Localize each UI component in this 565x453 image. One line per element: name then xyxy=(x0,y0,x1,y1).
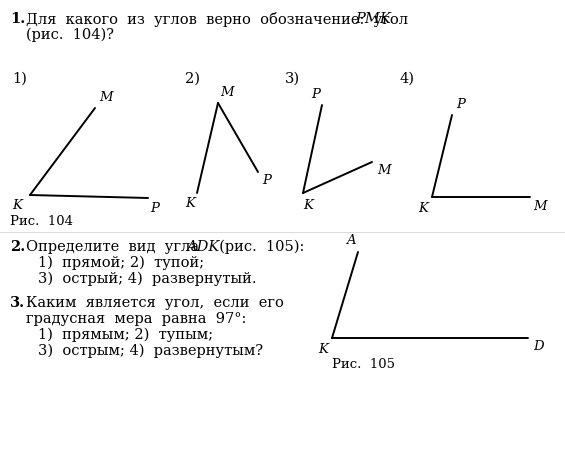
Text: 3)  острым; 4)  развернутым?: 3) острым; 4) развернутым? xyxy=(38,344,263,358)
Text: Для  какого  из  углов  верно  обозначение:  угол: Для какого из углов верно обозначение: у… xyxy=(26,12,413,27)
Text: градусная  мера  равна  97°:: градусная мера равна 97°: xyxy=(26,312,246,326)
Text: P: P xyxy=(456,98,465,111)
Text: M: M xyxy=(533,200,546,213)
Text: 3)  острый; 4)  развернутый.: 3) острый; 4) развернутый. xyxy=(38,272,257,286)
Text: 1.: 1. xyxy=(10,12,25,26)
Text: Рис.  104: Рис. 104 xyxy=(10,215,73,228)
Text: P: P xyxy=(150,202,159,215)
Text: ADK: ADK xyxy=(186,240,219,254)
Text: (рис.  104)?: (рис. 104)? xyxy=(26,28,114,43)
Text: 1): 1) xyxy=(12,72,27,86)
Text: P: P xyxy=(311,88,320,101)
Text: M: M xyxy=(99,91,112,104)
Text: 3): 3) xyxy=(285,72,300,86)
Text: 1)  прямой; 2)  тупой;: 1) прямой; 2) тупой; xyxy=(38,256,204,270)
Text: K: K xyxy=(12,199,22,212)
Text: P: P xyxy=(262,174,271,187)
Text: M: M xyxy=(377,164,390,177)
Text: K: K xyxy=(418,202,428,215)
Text: Рис.  105: Рис. 105 xyxy=(332,358,395,371)
Text: K: K xyxy=(318,343,328,356)
Text: K: K xyxy=(303,199,313,212)
Text: A: A xyxy=(346,234,356,247)
Text: 1)  прямым; 2)  тупым;: 1) прямым; 2) тупым; xyxy=(38,328,213,342)
Text: 3.: 3. xyxy=(10,296,25,310)
Text: 2): 2) xyxy=(185,72,200,86)
Text: 2.: 2. xyxy=(10,240,25,254)
Text: M: M xyxy=(220,86,233,99)
Text: (рис.  105):: (рис. 105): xyxy=(210,240,305,255)
Text: Определите  вид  угла: Определите вид угла xyxy=(26,240,208,254)
Text: D: D xyxy=(533,340,544,353)
Text: PMK: PMK xyxy=(355,12,391,26)
Text: K: K xyxy=(185,197,195,210)
Text: 4): 4) xyxy=(400,72,415,86)
Text: Каким  является  угол,  если  его: Каким является угол, если его xyxy=(26,296,284,310)
